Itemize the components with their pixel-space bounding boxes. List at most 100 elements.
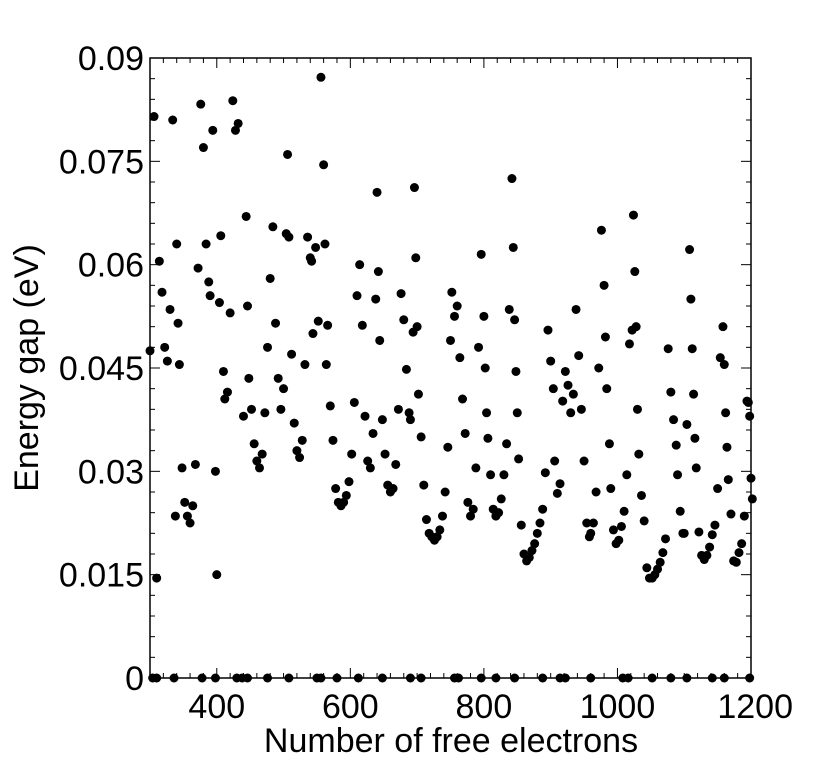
data-point <box>409 183 419 193</box>
data-point <box>543 325 553 335</box>
data-point <box>316 72 326 82</box>
data-point <box>468 504 478 514</box>
data-point <box>388 484 398 494</box>
data-point <box>393 404 403 414</box>
data-point <box>721 408 731 418</box>
y-tick-label: 0.075 <box>59 143 144 181</box>
data-point <box>483 433 493 443</box>
data-point <box>260 408 270 418</box>
data-point <box>546 356 556 366</box>
data-point <box>604 439 614 449</box>
data-point <box>653 564 663 574</box>
data-point <box>255 463 265 473</box>
data-point <box>347 449 357 459</box>
data-point <box>225 308 235 318</box>
data-point <box>682 419 692 429</box>
data-point <box>160 342 170 352</box>
data-point <box>297 435 307 445</box>
data-point <box>360 411 370 421</box>
data-point <box>719 673 729 683</box>
data-point <box>510 673 520 683</box>
data-point <box>263 342 273 352</box>
data-point <box>190 459 200 469</box>
data-point <box>149 112 159 122</box>
data-point <box>658 548 668 558</box>
data-point <box>588 518 598 528</box>
data-point <box>628 210 638 220</box>
data-point <box>331 484 341 494</box>
data-point <box>715 353 725 363</box>
data-point <box>344 477 354 487</box>
data-point <box>188 501 198 511</box>
data-point <box>218 366 228 376</box>
data-point <box>177 463 187 473</box>
data-point <box>368 428 378 438</box>
data-point <box>661 534 671 544</box>
data-point <box>196 99 206 109</box>
data-point <box>690 433 700 443</box>
data-point <box>170 511 180 521</box>
data-point <box>220 394 230 404</box>
data-point <box>596 225 606 235</box>
data-point <box>538 504 548 514</box>
data-point <box>499 470 509 480</box>
data-point <box>411 253 421 263</box>
data-point <box>476 249 486 259</box>
data-point <box>212 570 222 580</box>
data-point <box>666 673 676 683</box>
data-point <box>283 149 293 159</box>
data-point <box>241 211 251 221</box>
data-point <box>734 548 744 558</box>
data-point <box>599 280 609 290</box>
data-point <box>365 463 375 473</box>
y-tick-label: 0.03 <box>78 453 144 491</box>
data-point <box>452 301 462 311</box>
data-point <box>686 294 696 304</box>
data-point <box>152 573 162 583</box>
data-point <box>168 115 178 125</box>
data-point <box>532 528 542 538</box>
y-axis-title: Energy gap (eV) <box>8 244 46 492</box>
data-point <box>404 408 414 418</box>
data-point <box>496 494 506 504</box>
data-point <box>713 484 723 494</box>
data-point <box>482 408 492 418</box>
data-point <box>679 528 689 538</box>
data-point <box>440 487 450 497</box>
data-point <box>722 442 732 452</box>
data-point <box>460 428 470 438</box>
data-point <box>145 346 155 356</box>
data-point <box>479 311 489 321</box>
data-point <box>512 408 522 418</box>
data-point <box>502 439 512 449</box>
data-point <box>173 318 183 328</box>
data-point <box>574 351 584 361</box>
data-point <box>198 143 208 153</box>
data-point <box>162 356 172 366</box>
data-point <box>284 232 294 242</box>
data-point <box>450 311 460 321</box>
data-point <box>447 287 457 297</box>
data-point <box>691 463 701 473</box>
data-point <box>377 673 387 683</box>
data-point <box>579 456 589 466</box>
data-point <box>516 520 526 530</box>
data-point <box>630 267 640 277</box>
data-point <box>271 318 281 328</box>
data-point <box>560 673 570 683</box>
data-point <box>208 125 218 135</box>
data-point <box>228 96 238 106</box>
data-point <box>685 245 695 255</box>
data-point <box>480 363 490 373</box>
data-point <box>416 673 426 683</box>
data-point <box>204 277 214 287</box>
data-point <box>303 232 313 242</box>
data-point <box>675 506 685 516</box>
data-point <box>401 364 411 374</box>
data-point <box>743 397 753 407</box>
data-point <box>205 291 215 301</box>
data-point <box>321 360 331 370</box>
data-point <box>405 673 415 683</box>
data-point <box>535 518 545 528</box>
